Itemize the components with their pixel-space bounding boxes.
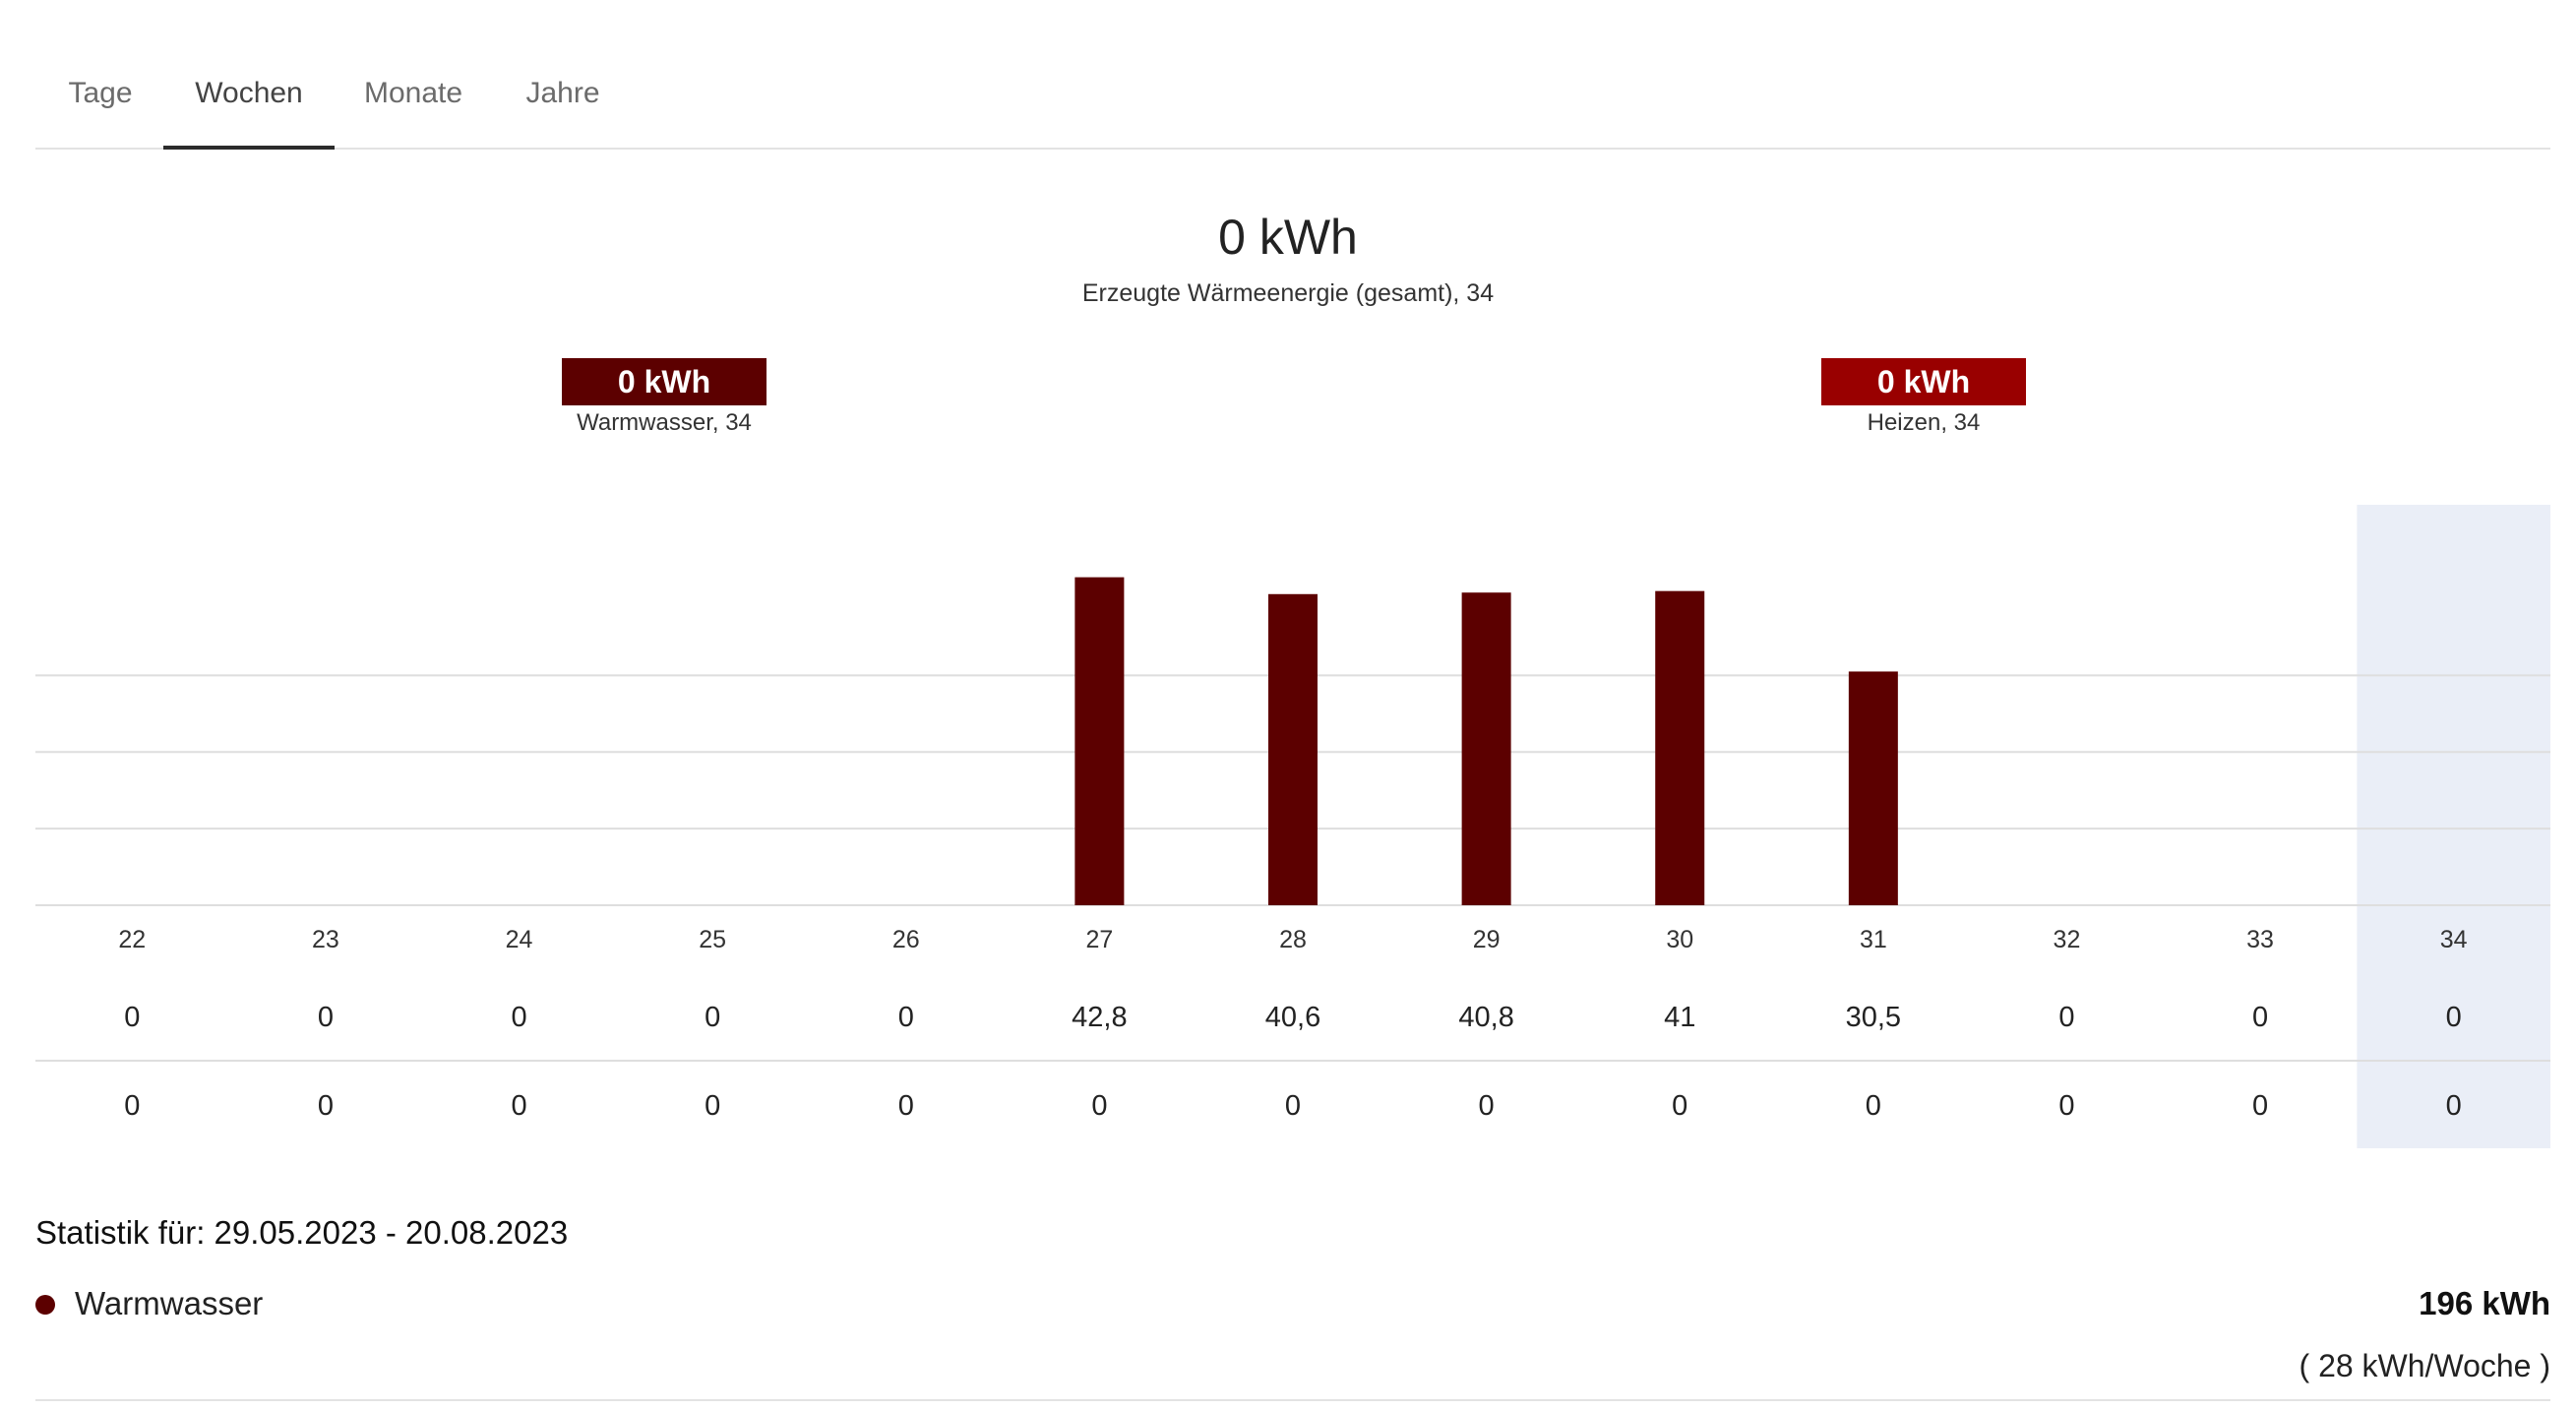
week-label-24: 24 xyxy=(506,926,533,953)
week-label-31: 31 xyxy=(1860,926,1887,953)
bar-warmwasser-week-29[interactable] xyxy=(1461,592,1511,905)
warmwasser-value-week-22: 0 xyxy=(124,1002,140,1033)
warmwasser-value-week-28: 40,6 xyxy=(1265,1002,1320,1033)
warmwasser-value-week-25: 0 xyxy=(705,1002,720,1033)
total-energy-label: Erzeugte Wärmeenergie (gesamt), 34 xyxy=(1081,279,1495,307)
bar-warmwasser-week-28[interactable] xyxy=(1268,593,1318,905)
week-label-29: 29 xyxy=(1473,926,1501,953)
warmwasser-value-week-23: 0 xyxy=(318,1002,334,1033)
bar-warmwasser-week-27[interactable] xyxy=(1074,577,1125,905)
bar-warmwasser-week-30[interactable] xyxy=(1655,590,1705,905)
heizen-value-week-31: 0 xyxy=(1866,1090,1881,1122)
heizen-value-week-25: 0 xyxy=(705,1090,720,1122)
warmwasser-legend-dot xyxy=(35,1295,55,1315)
heizen-value-week-26: 0 xyxy=(898,1090,914,1122)
bar-warmwasser-week-31[interactable] xyxy=(1848,671,1898,905)
heizen-value-week-32: 0 xyxy=(2058,1090,2074,1122)
heizen-value-week-34: 0 xyxy=(2446,1090,2462,1122)
heizen-value-week-27: 0 xyxy=(1091,1090,1107,1122)
warmwasser-total-value: 196 kWh xyxy=(2419,1285,2550,1321)
week-label-33: 33 xyxy=(2246,926,2274,953)
tab-tage[interactable]: Tage xyxy=(68,77,133,109)
warmwasser-value-week-33: 0 xyxy=(2252,1002,2268,1033)
warmwasser-value-week-34: 0 xyxy=(2446,1002,2462,1033)
warmwasser-weekly-rate: ( 28 kWh/Woche ) xyxy=(2299,1348,2550,1383)
selected-week-highlight xyxy=(2357,505,2550,1148)
warmwasser-value-week-26: 0 xyxy=(898,1002,914,1033)
heizen-value-week-33: 0 xyxy=(2252,1090,2268,1122)
divider xyxy=(35,1399,2550,1401)
warmwasser-value-week-32: 0 xyxy=(2058,1002,2074,1033)
heizen-value-week-24: 0 xyxy=(511,1090,526,1122)
week-label-25: 25 xyxy=(699,926,726,953)
week-label-28: 28 xyxy=(1279,926,1307,953)
tab-wochen[interactable]: Wochen xyxy=(163,77,335,150)
period-tabs: Tage Wochen Monate Jahre xyxy=(35,0,2550,150)
week-label-26: 26 xyxy=(892,926,920,953)
warmwasser-legend-label: Warmwasser xyxy=(75,1285,264,1321)
warmwasser-value-week-30: 41 xyxy=(1664,1002,1695,1033)
tab-monate[interactable]: Monate xyxy=(363,77,463,109)
heizen-value-week-29: 0 xyxy=(1479,1090,1495,1122)
weekly-energy-chart: 22 0 0 23 0 0 24 0 0 25 0 0 26 0 0 27 42,8 0 28 40,6 0 29 40,8… xyxy=(35,505,2550,1148)
heizen-badge-label: Heizen, 34 xyxy=(1867,409,1981,436)
total-energy-value: 0 kWh xyxy=(1218,210,1358,265)
statistics-period-title: Statistik für: 29.05.2023 - 20.08.2023 xyxy=(35,1214,569,1251)
week-label-34: 34 xyxy=(2440,926,2468,953)
warmwasser-value-week-27: 42,8 xyxy=(1072,1002,1127,1033)
warmwasser-value-badge: 0 kWh xyxy=(562,358,767,405)
heizen-value-week-28: 0 xyxy=(1285,1090,1301,1122)
week-label-27: 27 xyxy=(1085,926,1113,953)
warmwasser-value-week-24: 0 xyxy=(511,1002,526,1033)
week-label-32: 32 xyxy=(2054,926,2081,953)
heizen-value-badge: 0 kWh xyxy=(1821,358,2026,405)
week-label-30: 30 xyxy=(1666,926,1693,953)
week-label-22: 22 xyxy=(118,926,146,953)
heizen-value-week-30: 0 xyxy=(1672,1090,1687,1122)
warmwasser-value-week-29: 40,8 xyxy=(1458,1002,1513,1033)
week-label-23: 23 xyxy=(312,926,339,953)
tab-jahre[interactable]: Jahre xyxy=(525,77,600,109)
heizen-value-week-23: 0 xyxy=(318,1090,334,1122)
heizen-value-week-22: 0 xyxy=(124,1090,140,1122)
warmwasser-value-week-31: 30,5 xyxy=(1846,1002,1901,1033)
warmwasser-badge-label: Warmwasser, 34 xyxy=(577,409,752,436)
